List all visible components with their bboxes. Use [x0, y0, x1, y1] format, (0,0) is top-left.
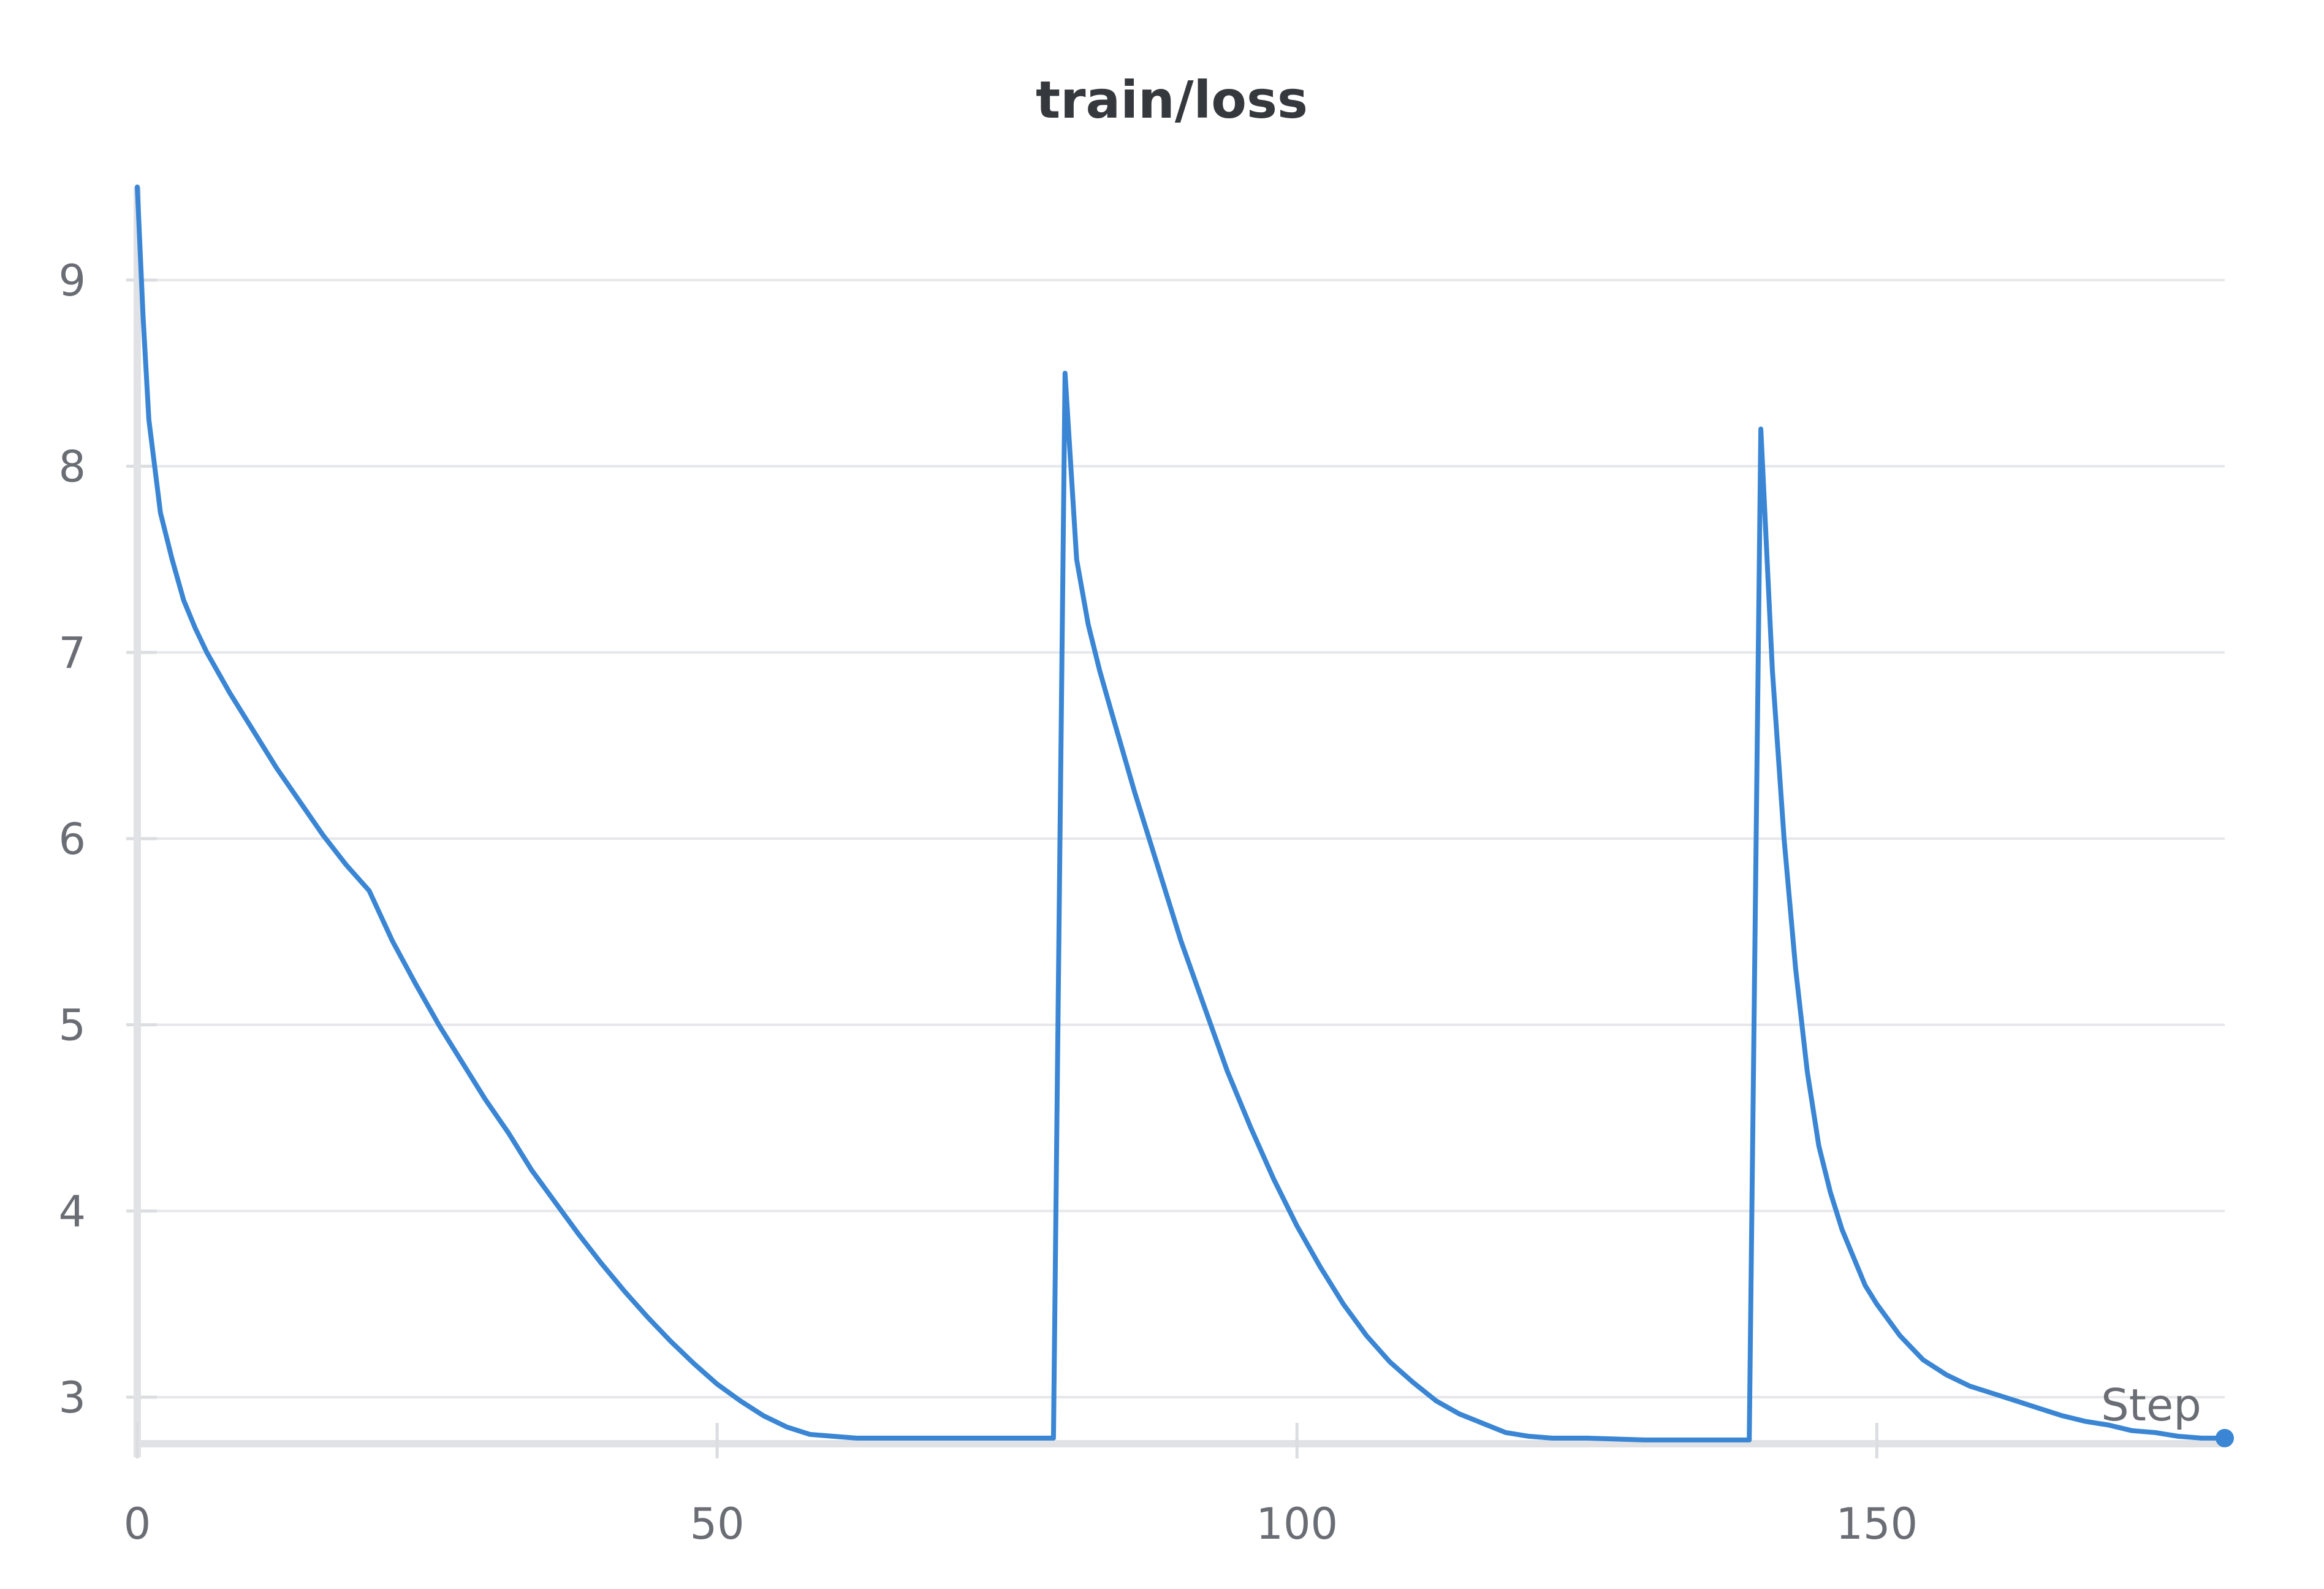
y-tick-label: 4 [58, 1186, 86, 1237]
axes [126, 187, 2225, 1458]
grid-lines [137, 278, 2225, 1399]
y-tick-label: 6 [58, 814, 86, 864]
y-tick-label: 3 [58, 1373, 86, 1423]
x-tick-label: 0 [124, 1499, 151, 1549]
series-endpoint-marker [2216, 1428, 2234, 1447]
x-axis-label: Step [2101, 1379, 2201, 1431]
x-tick-label: 150 [1836, 1499, 1918, 1549]
y-tick-label: 7 [58, 628, 86, 678]
x-tick-label: 50 [690, 1499, 745, 1549]
x-tick-label: 100 [1256, 1499, 1338, 1549]
y-tick-label: 9 [58, 256, 86, 306]
chart-title: train/loss [1036, 70, 1308, 130]
y-tick-label: 5 [58, 1000, 86, 1051]
series-group [135, 185, 2234, 1447]
tick-labels: 3 4 5 6 7 8 9 0 50 100 150 [58, 256, 1918, 1549]
series-line [135, 185, 2227, 1442]
y-tick-label: 8 [58, 442, 86, 492]
